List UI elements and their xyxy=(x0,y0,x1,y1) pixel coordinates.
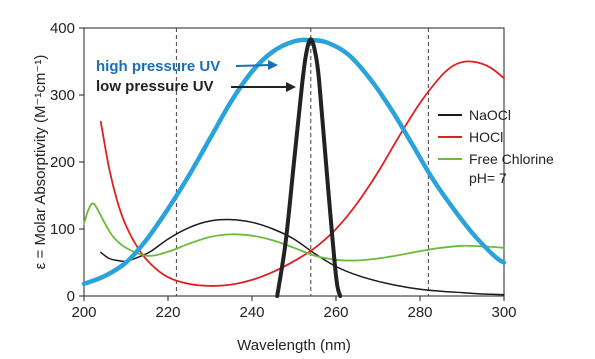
x-axis-label: Wavelength (nm) xyxy=(237,337,351,354)
x-tick-label-300: 300 xyxy=(491,304,516,321)
y-axis: 0 100 200 300 400 xyxy=(50,20,84,305)
series-free-chlorine-ph-7 xyxy=(83,202,505,262)
reference-lines xyxy=(175,28,429,296)
annotation-high-pressure-label: high pressure UV xyxy=(96,58,220,75)
y-tick-label-0: 0 xyxy=(67,288,75,305)
annotation-low-pressure-arrowhead xyxy=(286,82,296,92)
series-low-pressure-uv xyxy=(275,37,343,298)
annotation-high-pressure-arrow xyxy=(235,64,271,67)
y-tick-label-200: 200 xyxy=(50,154,75,171)
y-tick-label-300: 300 xyxy=(50,87,75,104)
y-tick-label-400: 400 xyxy=(50,20,75,37)
x-axis: 200 220 240 260 280 300 xyxy=(71,296,517,321)
x-tick-label-220: 220 xyxy=(155,304,180,321)
series-high-pressure-uv xyxy=(81,37,507,287)
legend-label-free-chlorine: Free Chlorine xyxy=(469,151,554,167)
x-tick-label-240: 240 xyxy=(239,304,264,321)
x-tick-label-280: 280 xyxy=(407,304,432,321)
y-axis-label: ε = Molar Absorptivity (M⁻¹cm⁻¹) xyxy=(32,55,49,270)
annotation-high-pressure: high pressure UV xyxy=(96,58,278,75)
legend-label-ph: pH= 7 xyxy=(469,170,507,186)
y-tick-label-100: 100 xyxy=(50,221,75,238)
legend: NaOCl HOCl Free Chlorine pH= 7 xyxy=(438,107,554,186)
x-tick-label-200: 200 xyxy=(71,304,96,321)
legend-label-hocl: HOCl xyxy=(469,129,503,145)
x-tick-label-260: 260 xyxy=(323,304,348,321)
series-naocl xyxy=(100,218,505,296)
legend-label-naocl: NaOCl xyxy=(469,107,511,123)
annotation-low-pressure: low pressure UV xyxy=(96,78,296,95)
curves xyxy=(81,37,507,298)
annotation-high-pressure-arrowhead xyxy=(268,60,278,70)
annotation-low-pressure-label: low pressure UV xyxy=(96,78,214,95)
